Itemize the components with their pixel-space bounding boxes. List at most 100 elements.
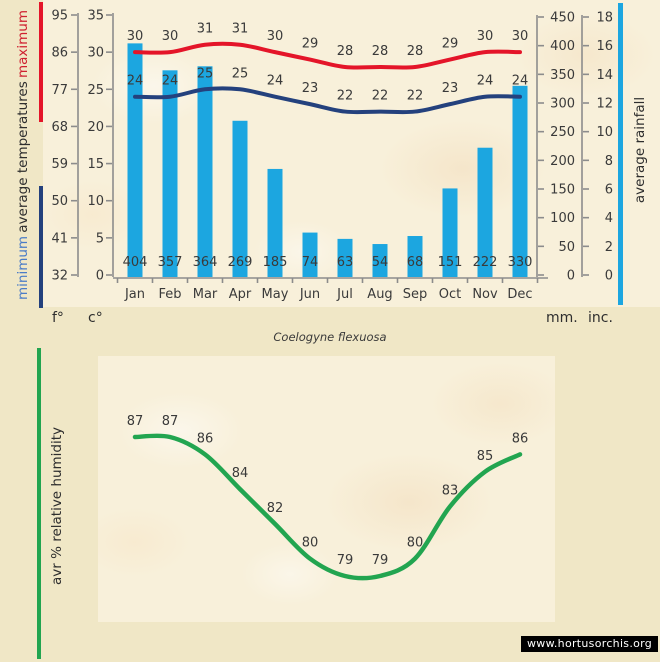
month-label: Oct (439, 287, 461, 302)
humidity-value-label: 87 (127, 414, 144, 429)
fahrenheit-tick-label: 95 (51, 9, 68, 24)
min-temp-value-label: 25 (232, 66, 249, 81)
month-label: Sep (403, 287, 428, 302)
rainfall-bar-label: 63 (337, 255, 354, 270)
max-temp-value-label: 30 (127, 29, 144, 44)
fahrenheit-tick-label: 86 (51, 46, 68, 61)
rainfall-bar-label: 404 (123, 255, 148, 270)
min-temp-value-label: 22 (337, 89, 354, 104)
humidity-value-label: 86 (197, 431, 214, 446)
rainfall-axis-title: average rainfall (632, 96, 648, 204)
min-temp-value-label: 22 (372, 89, 389, 104)
mm-tick-label: 100 (550, 211, 575, 226)
humidity-legend-bar (37, 348, 41, 659)
rainfall-bar (232, 120, 248, 277)
inches-unit-label: inc. (588, 310, 613, 326)
humidity-chart: 87 87 86 84 82 80 79 79 80 83 85 86 (127, 414, 529, 581)
month-label: May (262, 287, 289, 302)
min-temp-label-word: minimum (15, 235, 31, 300)
inches-tick-label: 6 (605, 183, 613, 198)
rainfall-bar-label: 151 (438, 255, 463, 270)
mm-tick-label: 250 (550, 125, 575, 140)
rainfall-bar (442, 188, 458, 277)
humidity-value-label: 80 (302, 536, 319, 551)
mm-tick-label: 350 (550, 68, 575, 83)
celsius-tick-label: 30 (87, 46, 104, 61)
month-label: Nov (472, 287, 498, 302)
rainfall-bar-label: 68 (407, 255, 424, 270)
month-label: Dec (507, 287, 532, 302)
mm-tick-label: 50 (558, 240, 575, 255)
month-label: Aug (367, 287, 392, 302)
inches-tick-label: 14 (596, 68, 613, 83)
humidity-value-label: 85 (477, 449, 494, 464)
humidity-line (132, 433, 523, 581)
humidity-value-label: 80 (407, 536, 424, 551)
mm-tick-label: 200 (550, 154, 575, 169)
max-temp-value-label: 31 (197, 22, 214, 37)
max-temp-value-label: 28 (407, 44, 424, 59)
website-watermark: www.hortusorchis.org (521, 636, 659, 652)
mm-tick-label: 300 (550, 97, 575, 112)
celsius-tick-label: 15 (87, 157, 104, 172)
max-temp-value-label: 29 (302, 37, 319, 52)
inches-tick-label: 8 (605, 154, 613, 169)
max-temp-value-label: 28 (372, 44, 389, 59)
rainfall-bar-label: 54 (372, 255, 389, 270)
max-temp-value-label: 30 (512, 29, 529, 44)
max-temp-value-label: 29 (442, 37, 459, 52)
fahrenheit-unit-label: f° (52, 310, 64, 326)
month-label: Jul (336, 287, 353, 302)
humidity-value-label: 79 (372, 553, 389, 568)
max-temp-legend-bar (39, 2, 43, 122)
fahrenheit-tick-label: 32 (51, 269, 68, 284)
month-label: Jan (124, 287, 145, 302)
mm-unit-label: mm. (546, 310, 578, 326)
min-temp-value-label: 23 (442, 81, 459, 96)
celsius-tick-label: 20 (87, 120, 104, 135)
max-temp-value-label: 30 (477, 29, 494, 44)
celsius-tick-label: 25 (87, 83, 104, 98)
humidity-value-label: 79 (337, 553, 354, 568)
humidity-value-label: 84 (232, 466, 249, 481)
inches-tick-label: 12 (596, 97, 613, 112)
rainfall-bar (512, 85, 528, 277)
rainfall-bar (372, 244, 388, 277)
mm-tick-label: 0 (567, 269, 575, 284)
mm-tick-label: 400 (550, 39, 575, 54)
temperature-axis-title: minimum average temperatures maximum (10, 2, 36, 308)
fahrenheit-tick-label: 68 (51, 120, 68, 135)
min-temp-value-label: 25 (197, 66, 214, 81)
min-temp-value-label: 24 (267, 74, 284, 89)
inches-tick-label: 18 (596, 11, 613, 26)
inches-tick-label: 10 (596, 125, 613, 140)
rainfall-bar (337, 238, 353, 277)
humidity-value-label: 86 (512, 431, 529, 446)
max-temp-value-label: 28 (337, 44, 354, 59)
humidity-axis-title: avr % relative humidity (49, 426, 65, 586)
min-temp-value-label: 24 (127, 74, 144, 89)
celsius-tick-label: 5 (96, 231, 104, 246)
month-label: Feb (158, 287, 181, 302)
min-temp-legend-bar (39, 186, 43, 308)
inches-tick-label: 2 (605, 240, 613, 255)
humidity-value-label: 87 (162, 414, 179, 429)
mm-tick-label: 150 (550, 183, 575, 198)
fahrenheit-tick-label: 77 (51, 83, 68, 98)
celsius-tick-label: 0 (96, 269, 104, 284)
mm-tick-label: 450 (550, 11, 575, 26)
rainfall-bar (302, 232, 318, 277)
humidity-value-label: 82 (267, 501, 284, 516)
rainfall-bar-label: 74 (302, 255, 319, 270)
month-label: Jun (299, 287, 320, 302)
fahrenheit-tick-label: 50 (51, 194, 68, 209)
fahrenheit-tick-label: 59 (51, 157, 68, 172)
inches-tick-label: 16 (596, 39, 613, 54)
rainfall-bar (197, 66, 213, 277)
rainfall-bar (477, 147, 493, 277)
rainfall-bar-label: 269 (228, 255, 253, 270)
humidity-chart-panel (98, 356, 555, 622)
celsius-tick-label: 35 (87, 9, 104, 24)
